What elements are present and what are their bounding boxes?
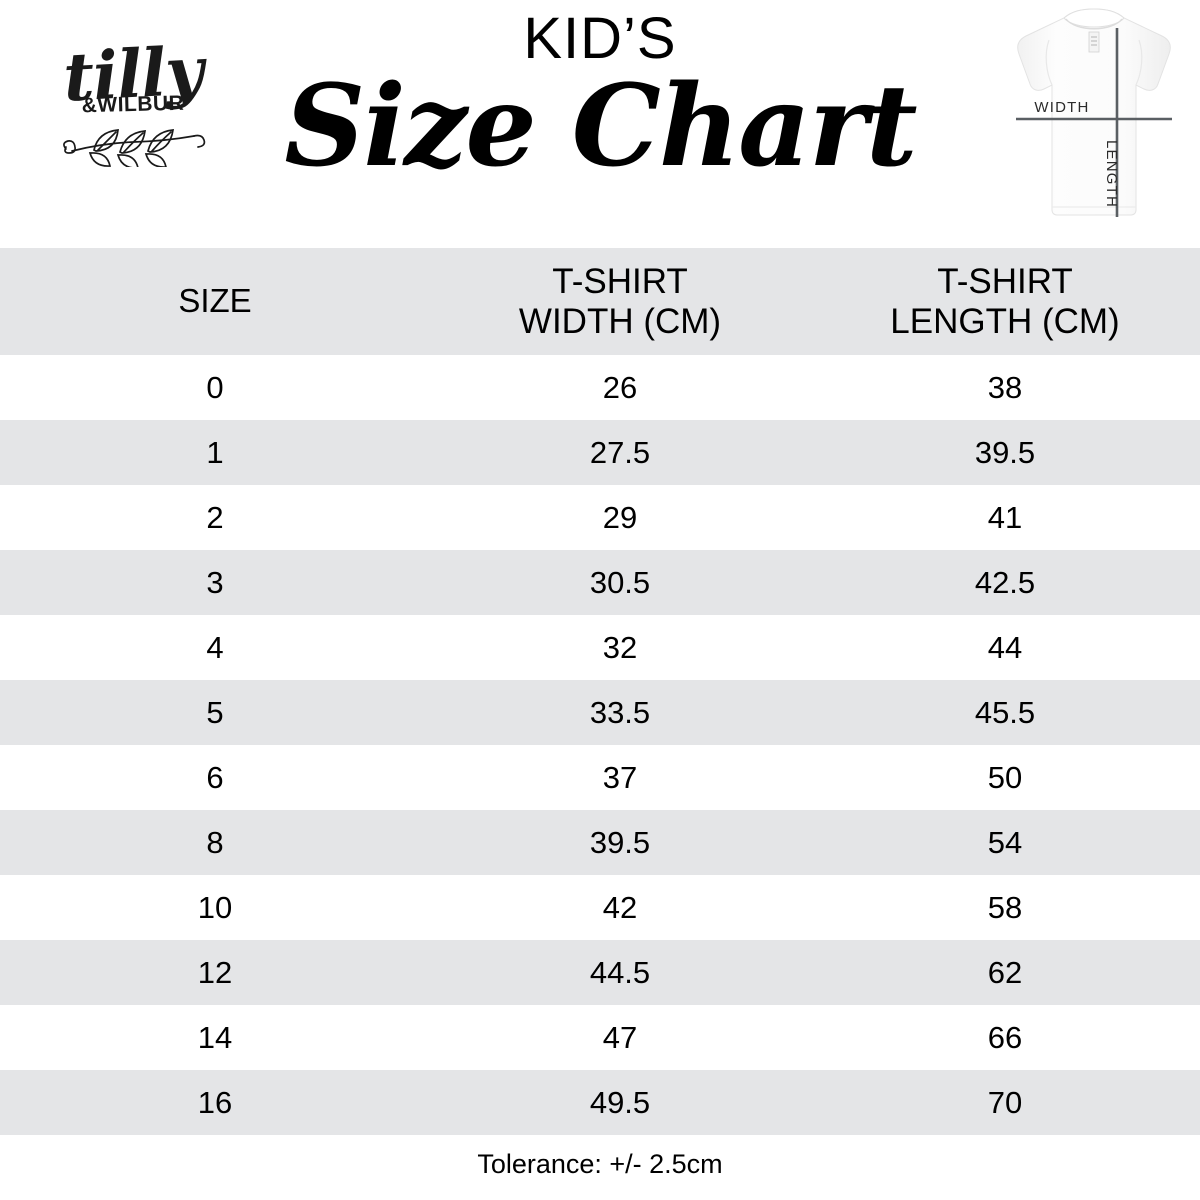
cell-size: 4 xyxy=(206,629,224,665)
tshirt-shape xyxy=(1017,8,1171,216)
column-header-size: SIZE xyxy=(178,282,252,320)
cell-width: 37 xyxy=(602,759,638,795)
column-header-length-line2: LENGTH (CM) xyxy=(890,301,1120,341)
length-label: LENGTH xyxy=(1103,140,1120,208)
size-table: SIZE T-SHIRT WIDTH (CM) T-SHIRT LENGTH (… xyxy=(0,248,1200,1180)
width-label: WIDTH xyxy=(1034,99,1089,116)
table-header-row: SIZE T-SHIRT WIDTH (CM) T-SHIRT LENGTH (… xyxy=(0,248,1200,355)
column-header-width-line2: WIDTH (CM) xyxy=(518,301,722,341)
table-row: 10 42 58 xyxy=(0,875,1200,940)
cell-width: 29 xyxy=(602,499,638,535)
cell-length: 41 xyxy=(987,499,1023,535)
column-header-width-line1: T-SHIRT xyxy=(552,262,688,302)
cell-length: 39.5 xyxy=(974,434,1036,470)
table-row: 0 26 38 xyxy=(0,355,1200,420)
column-header-length-line1: T-SHIRT xyxy=(937,262,1073,302)
cell-size: 8 xyxy=(206,824,224,860)
cell-width: 39.5 xyxy=(589,824,651,860)
cell-width: 30.5 xyxy=(589,564,651,600)
cell-length: 38 xyxy=(987,369,1023,405)
table-row: 1 27.5 39.5 xyxy=(0,420,1200,485)
cell-width: 47 xyxy=(602,1019,638,1055)
cell-size: 3 xyxy=(206,564,224,600)
brand-subtitle: &WILBUR xyxy=(81,91,185,118)
cell-width: 49.5 xyxy=(589,1084,651,1120)
cell-size: 1 xyxy=(206,434,224,470)
cell-width: 33.5 xyxy=(589,694,651,730)
cell-size: 5 xyxy=(206,694,224,730)
table-row: 12 44.5 62 xyxy=(0,940,1200,1005)
cell-width: 44.5 xyxy=(589,954,651,990)
tshirt-diagram: WIDTH LENGTH xyxy=(994,2,1194,227)
cell-width: 27.5 xyxy=(589,434,651,470)
header: tilly &WILBUR xyxy=(0,0,1200,248)
cell-size: 0 xyxy=(206,369,224,405)
cell-length: 45.5 xyxy=(974,694,1036,730)
table-row: 5 33.5 45.5 xyxy=(0,680,1200,745)
cell-length: 50 xyxy=(987,759,1023,795)
table-row: 8 39.5 54 xyxy=(0,810,1200,875)
tolerance-note: Tolerance: +/- 2.5cm xyxy=(477,1149,723,1179)
leaf-branch-icon xyxy=(48,119,218,172)
cell-width: 32 xyxy=(602,629,638,665)
cell-width: 42 xyxy=(602,889,638,925)
cell-size: 2 xyxy=(206,499,224,535)
cell-width: 26 xyxy=(602,369,638,405)
brand-logo: tilly &WILBUR xyxy=(48,31,218,204)
cell-length: 66 xyxy=(987,1019,1023,1055)
cell-length: 42.5 xyxy=(974,564,1036,600)
cell-length: 44 xyxy=(987,629,1023,665)
cell-length: 58 xyxy=(987,889,1023,925)
table-row: 3 30.5 42.5 xyxy=(0,550,1200,615)
cell-length: 62 xyxy=(987,954,1023,990)
cell-size: 14 xyxy=(197,1019,233,1055)
table-body: 0 26 38 1 27.5 39.5 2 29 41 3 30.5 42.5 4 32 44 5 33.5 45… xyxy=(0,355,1200,1135)
table-row: 4 32 44 xyxy=(0,615,1200,680)
cell-length: 70 xyxy=(987,1084,1023,1120)
cell-size: 10 xyxy=(197,889,233,925)
cell-size: 6 xyxy=(206,759,224,795)
cell-size: 12 xyxy=(197,954,233,990)
column-header-length: T-SHIRT LENGTH (CM) xyxy=(810,262,1200,340)
column-header-width: T-SHIRT WIDTH (CM) xyxy=(430,262,810,340)
page-eyebrow: KID’S xyxy=(523,6,677,71)
table-row: 16 49.5 70 xyxy=(0,1070,1200,1135)
measurement-lines xyxy=(1016,28,1172,217)
table-row: 6 37 50 xyxy=(0,745,1200,810)
title-block: KID’S Size Chart xyxy=(250,0,950,184)
table-row: 2 29 41 xyxy=(0,485,1200,550)
table-row: 14 47 66 xyxy=(0,1005,1200,1070)
cell-length: 54 xyxy=(987,824,1023,860)
page-title: Size Chart xyxy=(284,61,917,192)
cell-size: 16 xyxy=(197,1084,233,1120)
